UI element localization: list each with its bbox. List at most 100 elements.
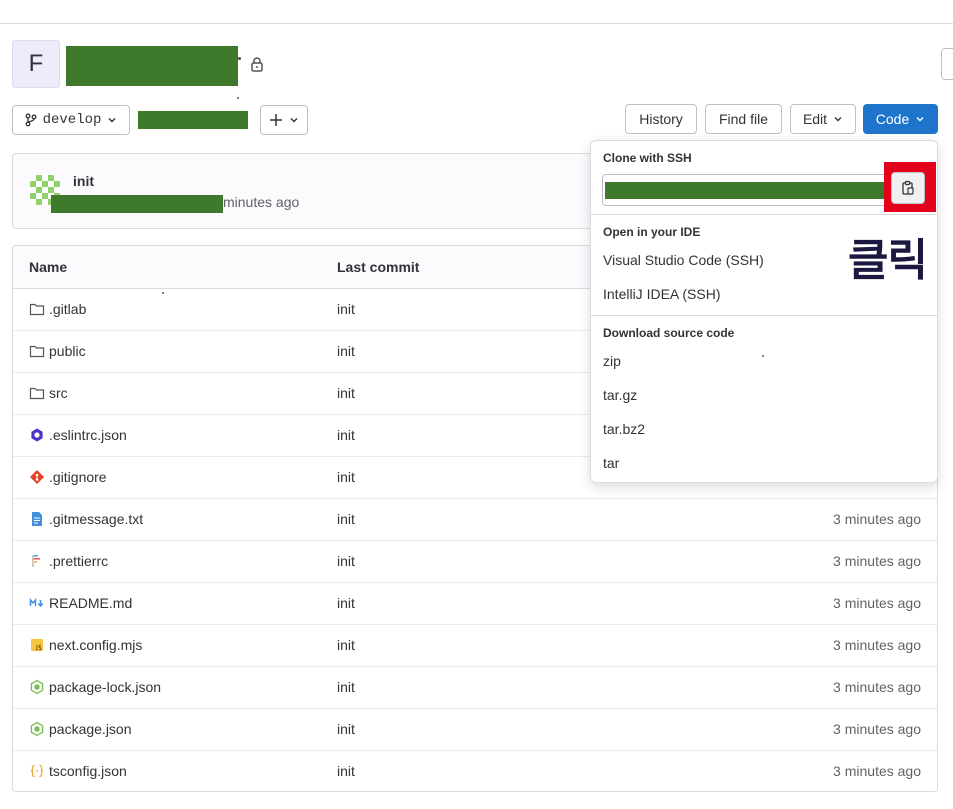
table-row[interactable]: next.config.mjs init 3 minutes ago bbox=[13, 624, 937, 667]
commit-author-redacted bbox=[51, 195, 223, 213]
project-avatar-letter: F bbox=[28, 50, 44, 77]
plus-icon bbox=[270, 114, 282, 126]
table-row[interactable]: src init bbox=[13, 372, 937, 415]
table-row[interactable]: .prettierrc init 3 minutes ago bbox=[13, 540, 937, 583]
project-avatar: F bbox=[12, 40, 60, 88]
file-time: 3 minutes ago bbox=[833, 595, 921, 611]
folder-icon bbox=[29, 303, 45, 316]
history-button[interactable]: History bbox=[625, 104, 697, 134]
commit-time: minutes ago bbox=[223, 194, 300, 210]
lock-icon bbox=[251, 57, 263, 72]
add-button[interactable] bbox=[260, 105, 308, 135]
branch-selector[interactable]: develop bbox=[12, 105, 130, 135]
branch-name: develop bbox=[42, 112, 102, 128]
table-row[interactable]: README.md init 3 minutes ago bbox=[13, 582, 937, 625]
file-commit[interactable]: init bbox=[337, 595, 355, 611]
file-time: 3 minutes ago bbox=[833, 553, 921, 569]
file-commit[interactable]: init bbox=[337, 427, 355, 443]
file-name[interactable]: .gitmessage.txt bbox=[49, 511, 144, 527]
stray-mark bbox=[238, 57, 241, 60]
commit-title[interactable]: init bbox=[73, 173, 94, 189]
file-name[interactable]: .eslintrc.json bbox=[49, 427, 127, 443]
nodejs-icon bbox=[30, 721, 44, 737]
table-row[interactable]: .gitignore init bbox=[13, 456, 937, 499]
file-name[interactable]: package-lock.json bbox=[49, 679, 162, 695]
chevron-down-icon bbox=[290, 118, 298, 123]
file-commit[interactable]: init bbox=[337, 301, 355, 317]
stray-mark bbox=[162, 292, 164, 294]
download-heading: Download source code bbox=[603, 326, 735, 340]
eslint-icon bbox=[31, 428, 43, 442]
code-label: Code bbox=[875, 111, 910, 127]
edit-button[interactable]: Edit bbox=[790, 104, 856, 134]
chevron-down-icon bbox=[834, 117, 842, 122]
ide-item-vscode[interactable]: Visual Studio Code (SSH) bbox=[603, 252, 764, 268]
chevron-down-icon bbox=[108, 118, 116, 123]
file-name[interactable]: README.md bbox=[49, 595, 133, 611]
ide-item-intellij[interactable]: IntelliJ IDEA (SSH) bbox=[603, 286, 721, 302]
file-time: 3 minutes ago bbox=[833, 679, 921, 695]
code-button[interactable]: Code bbox=[863, 104, 938, 134]
file-name[interactable]: next.config.mjs bbox=[49, 637, 143, 653]
stray-mark bbox=[237, 97, 239, 99]
file-name[interactable]: public bbox=[49, 343, 86, 359]
json-icon bbox=[30, 764, 44, 778]
folder-icon bbox=[29, 387, 45, 400]
markdown-icon bbox=[29, 597, 44, 608]
table-row[interactable]: public init bbox=[13, 330, 937, 373]
project-name-redacted bbox=[66, 46, 238, 86]
table-row[interactable]: package.json init 3 minutes ago bbox=[13, 708, 937, 751]
dropdown-divider bbox=[591, 214, 937, 215]
prettier-icon bbox=[32, 555, 40, 567]
edge-button[interactable] bbox=[941, 48, 953, 80]
download-item-tar[interactable]: tar bbox=[603, 455, 620, 471]
clone-ssh-heading: Clone with SSH bbox=[603, 151, 692, 165]
open-ide-heading: Open in your IDE bbox=[603, 225, 701, 239]
file-name[interactable]: src bbox=[49, 385, 68, 401]
table-row[interactable]: .eslintrc.json init bbox=[13, 414, 937, 457]
file-name[interactable]: .gitlab bbox=[49, 301, 87, 317]
file-commit[interactable]: init bbox=[337, 679, 355, 695]
chevron-down-icon bbox=[916, 117, 924, 122]
git-icon bbox=[30, 470, 44, 484]
path-redacted bbox=[138, 111, 248, 129]
ssh-url-redacted bbox=[605, 182, 887, 199]
column-last-commit: Last commit bbox=[337, 259, 420, 275]
table-row[interactable]: .gitlab init bbox=[13, 288, 937, 331]
table-row[interactable]: .gitmessage.txt init 3 minutes ago bbox=[13, 498, 937, 541]
file-time: 3 minutes ago bbox=[833, 511, 921, 527]
top-divider bbox=[0, 23, 953, 24]
find-file-label: Find file bbox=[718, 111, 769, 127]
file-commit[interactable]: init bbox=[337, 763, 355, 779]
file-name[interactable]: .gitignore bbox=[49, 469, 107, 485]
nodejs-icon bbox=[30, 679, 44, 695]
file-commit[interactable]: init bbox=[337, 469, 355, 485]
table-row[interactable]: tsconfig.json init 3 minutes ago bbox=[13, 750, 937, 791]
file-commit[interactable]: init bbox=[337, 553, 355, 569]
column-name: Name bbox=[29, 259, 68, 275]
copy-url-button[interactable] bbox=[891, 172, 925, 204]
text-file-icon bbox=[32, 512, 42, 526]
file-name[interactable]: package.json bbox=[49, 721, 132, 737]
find-file-button[interactable]: Find file bbox=[705, 104, 782, 134]
download-item-tar-gz[interactable]: tar.gz bbox=[603, 387, 638, 403]
folder-icon bbox=[29, 345, 45, 358]
file-commit[interactable]: init bbox=[337, 637, 355, 653]
file-name[interactable]: .prettierrc bbox=[49, 553, 109, 569]
file-time: 3 minutes ago bbox=[833, 721, 921, 737]
stray-mark bbox=[762, 355, 764, 357]
edit-label: Edit bbox=[802, 111, 828, 127]
clipboard-icon bbox=[902, 180, 914, 195]
table-row[interactable]: package-lock.json init 3 minutes ago bbox=[13, 666, 937, 709]
download-item-tar-bz2[interactable]: tar.bz2 bbox=[603, 421, 646, 437]
click-annotation: 클릭 bbox=[848, 235, 928, 286]
file-name[interactable]: tsconfig.json bbox=[49, 763, 127, 779]
file-commit[interactable]: init bbox=[337, 721, 355, 737]
branch-icon bbox=[25, 113, 37, 127]
download-item-zip[interactable]: zip bbox=[603, 353, 621, 369]
file-commit[interactable]: init bbox=[337, 385, 355, 401]
file-commit[interactable]: init bbox=[337, 511, 355, 527]
dropdown-divider bbox=[591, 315, 937, 316]
file-commit[interactable]: init bbox=[337, 343, 355, 359]
file-time: 3 minutes ago bbox=[833, 763, 921, 779]
